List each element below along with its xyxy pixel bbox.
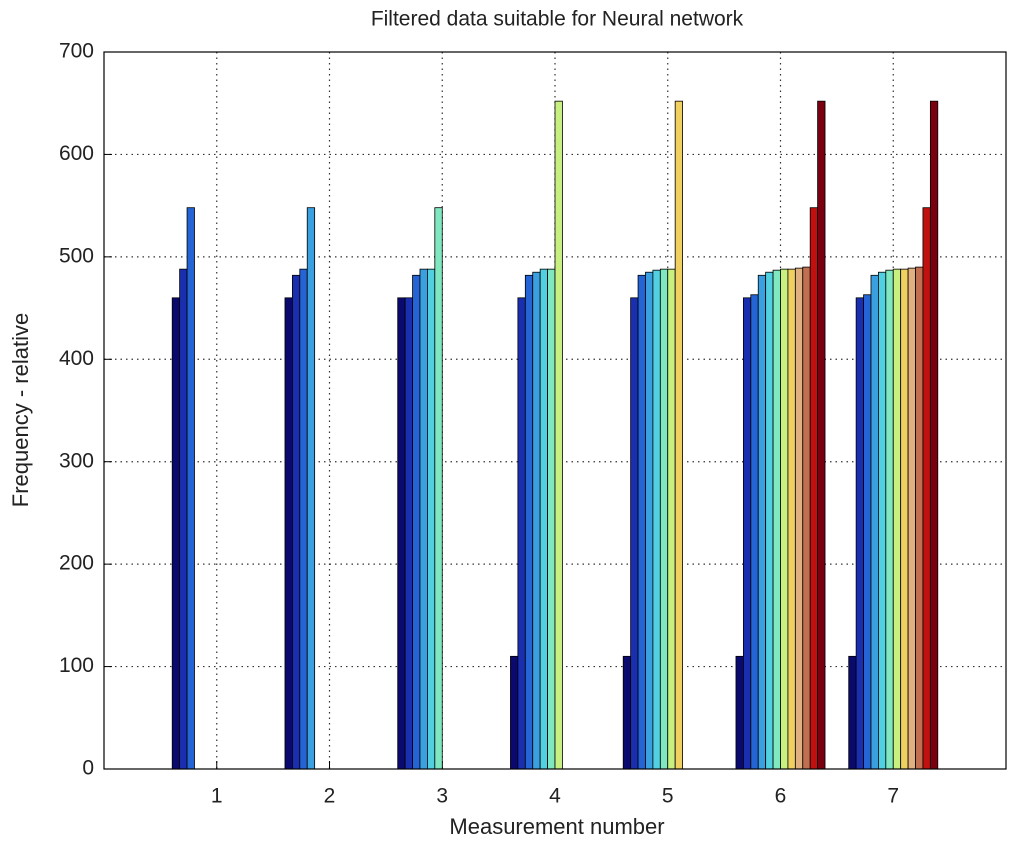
bar — [637, 274, 646, 770]
bar — [306, 207, 316, 770]
bar — [434, 207, 443, 770]
bar — [929, 100, 939, 770]
y-tick-label: 100 — [59, 654, 94, 677]
y-tick-label: 400 — [59, 347, 94, 370]
bar — [750, 294, 759, 770]
bar — [780, 268, 789, 770]
y-tick-label: 500 — [59, 244, 94, 267]
bar — [622, 655, 632, 770]
x-tick-label: 1 — [211, 785, 223, 808]
bar — [171, 297, 181, 770]
bar — [510, 655, 519, 770]
bar — [794, 267, 804, 770]
bar — [809, 207, 819, 770]
bar — [186, 207, 195, 770]
bar — [547, 268, 556, 770]
bar — [885, 269, 894, 770]
bar — [539, 268, 548, 770]
x-tick-label: 6 — [775, 785, 787, 808]
y-tick-label: 200 — [59, 552, 94, 575]
bar — [907, 267, 916, 770]
bar — [878, 271, 887, 770]
bar — [787, 268, 796, 770]
bar — [645, 271, 654, 770]
y-axis-label: Frequency - relative — [8, 313, 33, 507]
bar — [659, 268, 669, 770]
bar — [179, 268, 188, 770]
x-tick-label: 4 — [549, 785, 561, 808]
bar — [855, 297, 864, 770]
bar — [863, 294, 872, 770]
bar — [765, 271, 774, 770]
y-tick-label: 0 — [82, 757, 94, 780]
bar — [532, 271, 541, 770]
bar — [419, 268, 428, 770]
bar — [299, 268, 308, 770]
bar — [517, 297, 526, 770]
bar — [524, 274, 534, 770]
bar — [630, 297, 639, 770]
bar — [652, 269, 661, 770]
bar — [817, 100, 826, 770]
bar — [922, 207, 931, 770]
bar — [742, 297, 752, 770]
plot-frame — [103, 51, 1007, 770]
bar — [291, 274, 301, 770]
bar — [802, 266, 811, 770]
bar — [900, 268, 909, 770]
bar — [870, 274, 879, 770]
bar — [427, 268, 436, 770]
x-tick-label: 5 — [662, 785, 674, 808]
x-tick-label: 7 — [887, 785, 899, 808]
bar — [915, 266, 924, 770]
bar — [667, 268, 676, 770]
bar — [404, 297, 413, 770]
bar — [412, 274, 421, 770]
y-tick-label: 300 — [59, 449, 94, 472]
chart-title: Filtered data suitable for Neural networ… — [371, 8, 744, 31]
bar — [284, 297, 293, 770]
bar — [757, 274, 767, 770]
bar — [735, 655, 744, 770]
bar — [848, 655, 857, 770]
x-tick-label: 3 — [436, 785, 448, 808]
y-tick-label: 600 — [59, 142, 94, 165]
bar — [772, 269, 781, 770]
bar — [892, 268, 902, 770]
y-tick-label: 700 — [59, 40, 94, 63]
x-tick-label: 2 — [324, 785, 336, 808]
x-axis-label: Measurement number — [449, 814, 664, 839]
bar — [554, 100, 563, 770]
bar — [674, 100, 683, 770]
bar — [397, 297, 406, 770]
